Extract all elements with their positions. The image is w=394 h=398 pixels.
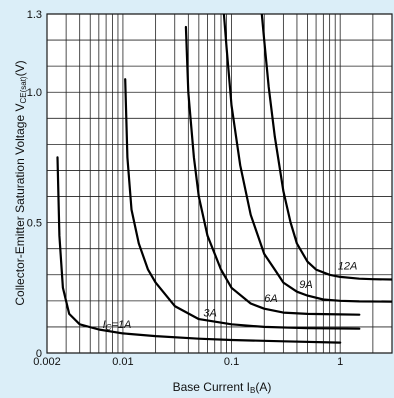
tick-labels: 0.002 0.01 0.1 1 0 0.5 1.0 1.3 <box>27 9 344 368</box>
y-tick-label: 0.5 <box>27 218 42 230</box>
plot-area <box>46 13 393 354</box>
curve-labels: IC=1A 3A 6A 9A 12A <box>103 261 358 333</box>
grid <box>46 14 393 353</box>
curve-label-1A: IC=1A <box>103 319 132 332</box>
curve-label-12A: 12A <box>338 261 358 273</box>
x-tick-label: 1 <box>337 356 343 368</box>
x-tick-label: 0.01 <box>112 356 133 368</box>
x-tick-label: 0.002 <box>33 356 61 368</box>
x-tick-label: 0.1 <box>224 356 239 368</box>
curve-6A <box>184 25 361 316</box>
y-axis-title: Collector-Emitter Saturation Voltage VCE… <box>13 60 28 305</box>
curve-3A <box>124 78 361 330</box>
y-tick-label: 1.0 <box>27 87 42 99</box>
curves <box>56 14 392 344</box>
curve-1A <box>56 156 342 344</box>
curve-label-9A: 9A <box>299 279 312 291</box>
curve-12A <box>260 14 392 281</box>
curve-label-6A: 6A <box>264 293 277 305</box>
curve-label-3A: 3A <box>203 307 216 319</box>
y-tick-label: 0 <box>36 348 42 360</box>
y-tick-label: 1.3 <box>27 9 42 21</box>
curve-9A <box>222 14 392 303</box>
x-axis-title: Base Current IB(A) <box>173 380 272 395</box>
